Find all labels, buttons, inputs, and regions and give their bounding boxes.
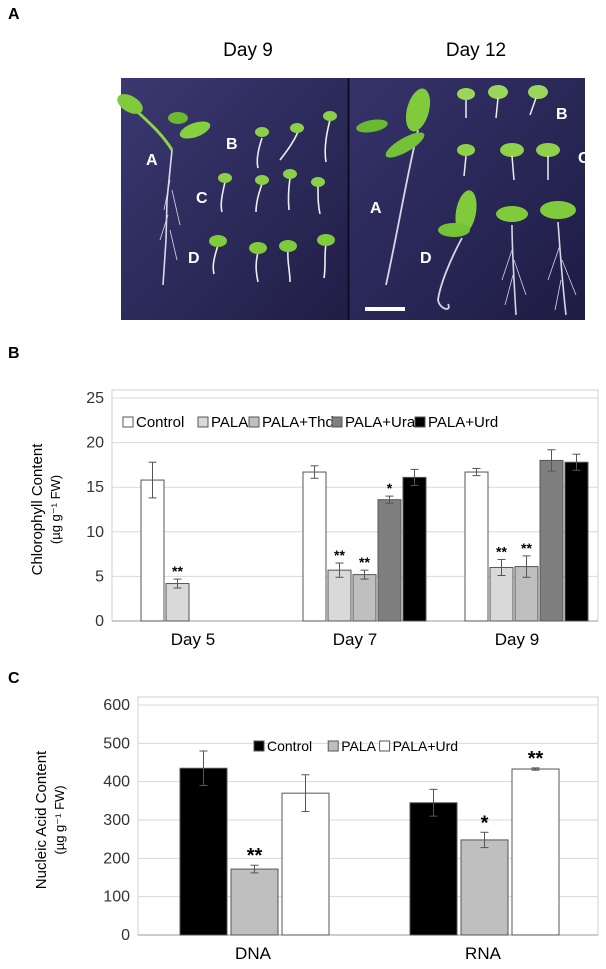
chart-c-legend-label: PALA+Urd <box>393 738 459 754</box>
chart-b-bar-pala-urd-day-7 <box>402 476 427 622</box>
seedling-left-b <box>255 111 337 169</box>
chart-b-legend-swatch <box>122 416 134 428</box>
panel-label-a: A <box>8 6 20 23</box>
scale-bar <box>365 307 405 311</box>
chart-c-ylabel-unit: (µg g⁻¹ FW) <box>52 785 67 854</box>
chart-c-ytick-label: 0 <box>121 927 130 944</box>
photo-label-left-c: C <box>196 190 208 207</box>
photo-label-left-a: A <box>146 152 158 169</box>
chart-c-ylabel: Nucleic Acid Content <box>33 750 50 889</box>
chart-b-significance-label: ** <box>334 547 345 563</box>
photo-label-right-c: C <box>578 150 590 167</box>
chart-c-ytick-label: 500 <box>103 735 130 752</box>
chart-c-ytick-label: 200 <box>103 850 130 867</box>
chart-c-legend-swatch <box>253 740 265 752</box>
chart-c-legend-label: Control <box>267 738 312 754</box>
chart-b-category-label: Day 5 <box>171 630 215 649</box>
chart-b-ytick-label: 15 <box>86 479 104 496</box>
chart-c-legend-swatch <box>327 740 339 752</box>
seedling-right-a <box>356 88 431 286</box>
chart-b-ytick-label: 10 <box>86 524 104 541</box>
chart-b-ytick-label: 5 <box>95 568 104 585</box>
chart-b-bar-pala-day-5 <box>165 583 190 622</box>
chart-c-ytick-label: 400 <box>103 774 130 791</box>
chart-b-legend-label: PALA+Ura <box>345 414 416 431</box>
photo-label-right-b: B <box>556 106 568 123</box>
chart-b-bar-pala-ura-day-9 <box>539 459 564 622</box>
chart-c-ytick-label: 600 <box>103 697 130 714</box>
chart-c-bar-pala-urd-rna <box>511 768 560 936</box>
chart-b-legend-label: PALA+Urd <box>428 414 498 431</box>
chart-b-bar-control-day-5 <box>140 479 165 622</box>
chart-b-significance-label: ** <box>521 540 532 556</box>
chart-b-bar-control-day-9 <box>464 471 489 622</box>
chart-b-legend-swatch <box>248 416 260 428</box>
seedling-right-d <box>437 190 577 316</box>
photo-label-left-d: D <box>188 250 200 267</box>
chart-b-bar-pala-urd-day-9 <box>564 461 589 622</box>
chart-c-bar-pala-dna <box>230 868 279 936</box>
panel-label-b: B <box>8 345 20 362</box>
seedling-photo <box>117 78 585 320</box>
chart-b-legend-label: PALA <box>211 414 248 431</box>
chart-c-significance-label: ** <box>528 748 544 770</box>
panel-label-c: C <box>8 670 20 687</box>
chart-c-ytick-label: 100 <box>103 889 130 906</box>
chlorophyll-chart: 0 5 10 15 20 25 Chlorophyll Content (µg g⁻¹ FW)… <box>29 389 599 649</box>
chart-b-significance-label: ** <box>172 563 183 579</box>
chart-c-bar-pala-rna <box>460 839 509 936</box>
photo-title-day12: Day 12 <box>445 40 507 61</box>
chart-b-significance-label: ** <box>359 554 370 570</box>
photo-label-right-d: D <box>420 250 432 267</box>
photo-left-plate <box>121 78 348 320</box>
seedling-left-a <box>117 94 211 286</box>
seedling-right-c <box>457 143 560 181</box>
chart-c-legend-swatch <box>379 740 391 752</box>
chart-b-legend-label: PALA+Thd <box>262 414 334 431</box>
chart-b-bar-pala-ura-day-7 <box>377 499 402 622</box>
seedling-right-b <box>457 85 548 119</box>
photo-label-right-a: A <box>370 200 382 217</box>
chart-b-bar-pala-thd-day-7 <box>352 574 377 622</box>
chart-c-bar-control-dna <box>179 767 228 936</box>
chart-b-ytick-label: 0 <box>95 613 104 630</box>
chart-b-category-label: Day 7 <box>333 630 377 649</box>
chart-c-category-label: RNA <box>465 944 502 963</box>
chart-c-significance-label: * <box>481 812 489 834</box>
chart-b-ylabel-unit: (µg g⁻¹ FW) <box>48 475 63 544</box>
seedling-left-c <box>218 169 325 215</box>
chart-c-ytick-label: 300 <box>103 812 130 829</box>
chart-c-significance-label: ** <box>247 845 263 867</box>
photo-title-day9: Day 9 <box>223 40 273 61</box>
photo-label-left-b: B <box>226 136 238 153</box>
chart-c-category-label: DNA <box>235 944 272 963</box>
chart-b-ytick-label: 20 <box>86 435 104 452</box>
chart-b-legend-swatch <box>331 416 343 428</box>
chart-b-legend-swatch <box>197 416 209 428</box>
chart-c-bar-control-rna <box>409 802 458 936</box>
chart-b-significance-label: ** <box>496 543 507 559</box>
chart-b-bar-control-day-7 <box>302 471 327 622</box>
chart-b-legend-swatch <box>414 416 426 428</box>
seedling-left-d <box>209 234 335 283</box>
chart-c-bar-pala-urd-dna <box>281 792 330 936</box>
chart-b-ylabel: Chlorophyll Content <box>29 443 46 576</box>
chart-c-legend-label: PALA <box>341 738 376 754</box>
nucleic-acid-chart: 0 100 200 300 400 500 600 Nucleic Acid Content(… <box>33 696 599 963</box>
chart-b-ytick-label: 25 <box>86 390 104 407</box>
chart-b-legend-label: Control <box>136 414 184 431</box>
chart-b-significance-label: * <box>387 480 393 496</box>
chart-b-category-label: Day 9 <box>495 630 539 649</box>
